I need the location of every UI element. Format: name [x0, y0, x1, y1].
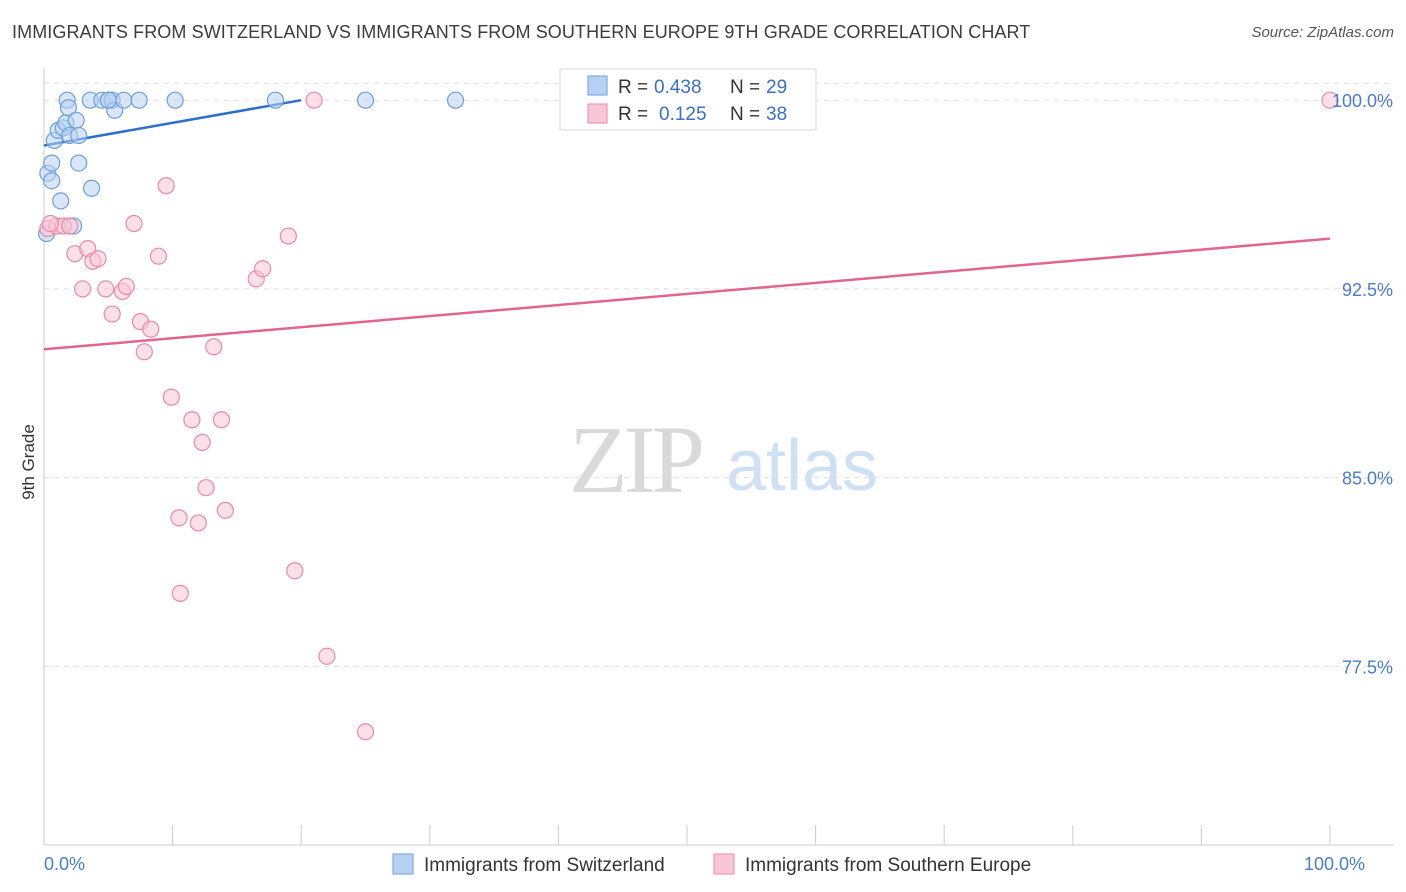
point-southern-europe: [216, 501, 234, 519]
tick-labels: 100.0% 92.5% 85.0% 77.5% 0.0% 100.0%: [44, 91, 1393, 874]
data-points: [37, 91, 1339, 741]
watermark-atlas: atlas: [726, 426, 878, 506]
point-southern-europe: [117, 277, 135, 295]
series-legend-label-blue: Immigrants from Switzerland: [424, 855, 665, 876]
point-southern-europe: [162, 388, 180, 406]
y-axis-title: 9th Grade: [19, 424, 38, 500]
point-switzerland: [82, 179, 101, 197]
grid-lines: [44, 82, 1394, 667]
point-switzerland: [130, 91, 148, 109]
point-southern-europe: [103, 305, 121, 323]
point-southern-europe: [279, 227, 297, 245]
stats-n-value-pink: 38: [766, 104, 787, 125]
point-switzerland: [43, 172, 61, 190]
point-southern-europe: [125, 214, 143, 233]
series-legend: Immigrants from Switzerland Immigrants f…: [392, 853, 1031, 876]
point-southern-europe: [197, 479, 215, 497]
trend-lines: [43, 98, 1331, 351]
point-southern-europe: [135, 343, 153, 361]
series-legend-swatch-pink: [713, 853, 735, 875]
point-southern-europe: [142, 320, 160, 338]
point-southern-europe: [97, 280, 115, 298]
point-southern-europe: [41, 214, 60, 233]
point-switzerland: [166, 91, 184, 109]
y-tick-label: 92.5%: [1342, 280, 1393, 300]
stats-n-value-blue: 29: [766, 77, 787, 98]
point-southern-europe: [254, 260, 272, 278]
stats-r-label-blue: R =: [618, 77, 648, 98]
stats-legend-swatch-blue: [587, 75, 608, 96]
point-southern-europe: [193, 433, 211, 452]
watermark: ZIP atlas: [569, 406, 878, 513]
point-switzerland: [43, 154, 61, 172]
point-southern-europe: [1321, 91, 1339, 109]
point-switzerland: [67, 111, 85, 129]
y-tick-label: 100.0%: [1332, 91, 1393, 111]
source-note: Source: ZipAtlas.com: [1251, 24, 1394, 41]
stats-r-label-pink: R =: [618, 104, 648, 125]
point-switzerland: [70, 126, 88, 145]
stats-n-label-blue: N =: [730, 77, 760, 98]
series-legend-swatch-blue: [392, 853, 414, 875]
point-southern-europe: [205, 338, 223, 356]
point-southern-europe: [286, 562, 304, 580]
point-switzerland: [446, 91, 465, 109]
stats-r-value-blue: 0.438: [654, 77, 702, 98]
stats-r-value-pink: 0.125: [659, 104, 707, 125]
point-southern-europe: [189, 514, 207, 532]
point-southern-europe: [171, 584, 189, 602]
chart-title: IMMIGRANTS FROM SWITZERLAND VS IMMIGRANT…: [12, 22, 1031, 42]
point-switzerland: [115, 91, 133, 109]
point-switzerland: [52, 192, 70, 210]
series-legend-label-pink: Immigrants from Southern Europe: [745, 855, 1031, 876]
x-tick-label: 0.0%: [44, 854, 85, 874]
stats-legend: R = 0.438 N = 29 R = 0.125 N = 38: [559, 68, 817, 131]
point-southern-europe: [61, 217, 79, 235]
point-southern-europe: [170, 509, 188, 527]
point-southern-europe: [212, 411, 231, 429]
point-switzerland: [70, 154, 88, 172]
y-tick-label: 85.0%: [1342, 469, 1393, 489]
point-switzerland: [59, 99, 78, 117]
point-southern-europe: [356, 723, 375, 741]
point-switzerland: [99, 91, 117, 109]
point-switzerland: [356, 91, 375, 109]
point-southern-europe: [89, 250, 107, 268]
point-southern-europe: [318, 647, 336, 665]
point-southern-europe: [73, 280, 92, 298]
stats-legend-swatch-pink: [587, 103, 608, 124]
point-southern-europe: [149, 247, 168, 265]
point-southern-europe: [183, 411, 201, 429]
point-switzerland: [266, 91, 285, 109]
trend-line-southern-europe: [43, 237, 1331, 351]
axes: [43, 68, 1394, 846]
watermark-zip: ZIP: [569, 406, 702, 513]
stats-n-label-pink: N =: [730, 104, 760, 125]
point-southern-europe: [157, 177, 175, 195]
y-tick-label: 77.5%: [1342, 657, 1393, 677]
x-tick-label: 100.0%: [1304, 854, 1365, 874]
point-southern-europe: [305, 91, 323, 109]
